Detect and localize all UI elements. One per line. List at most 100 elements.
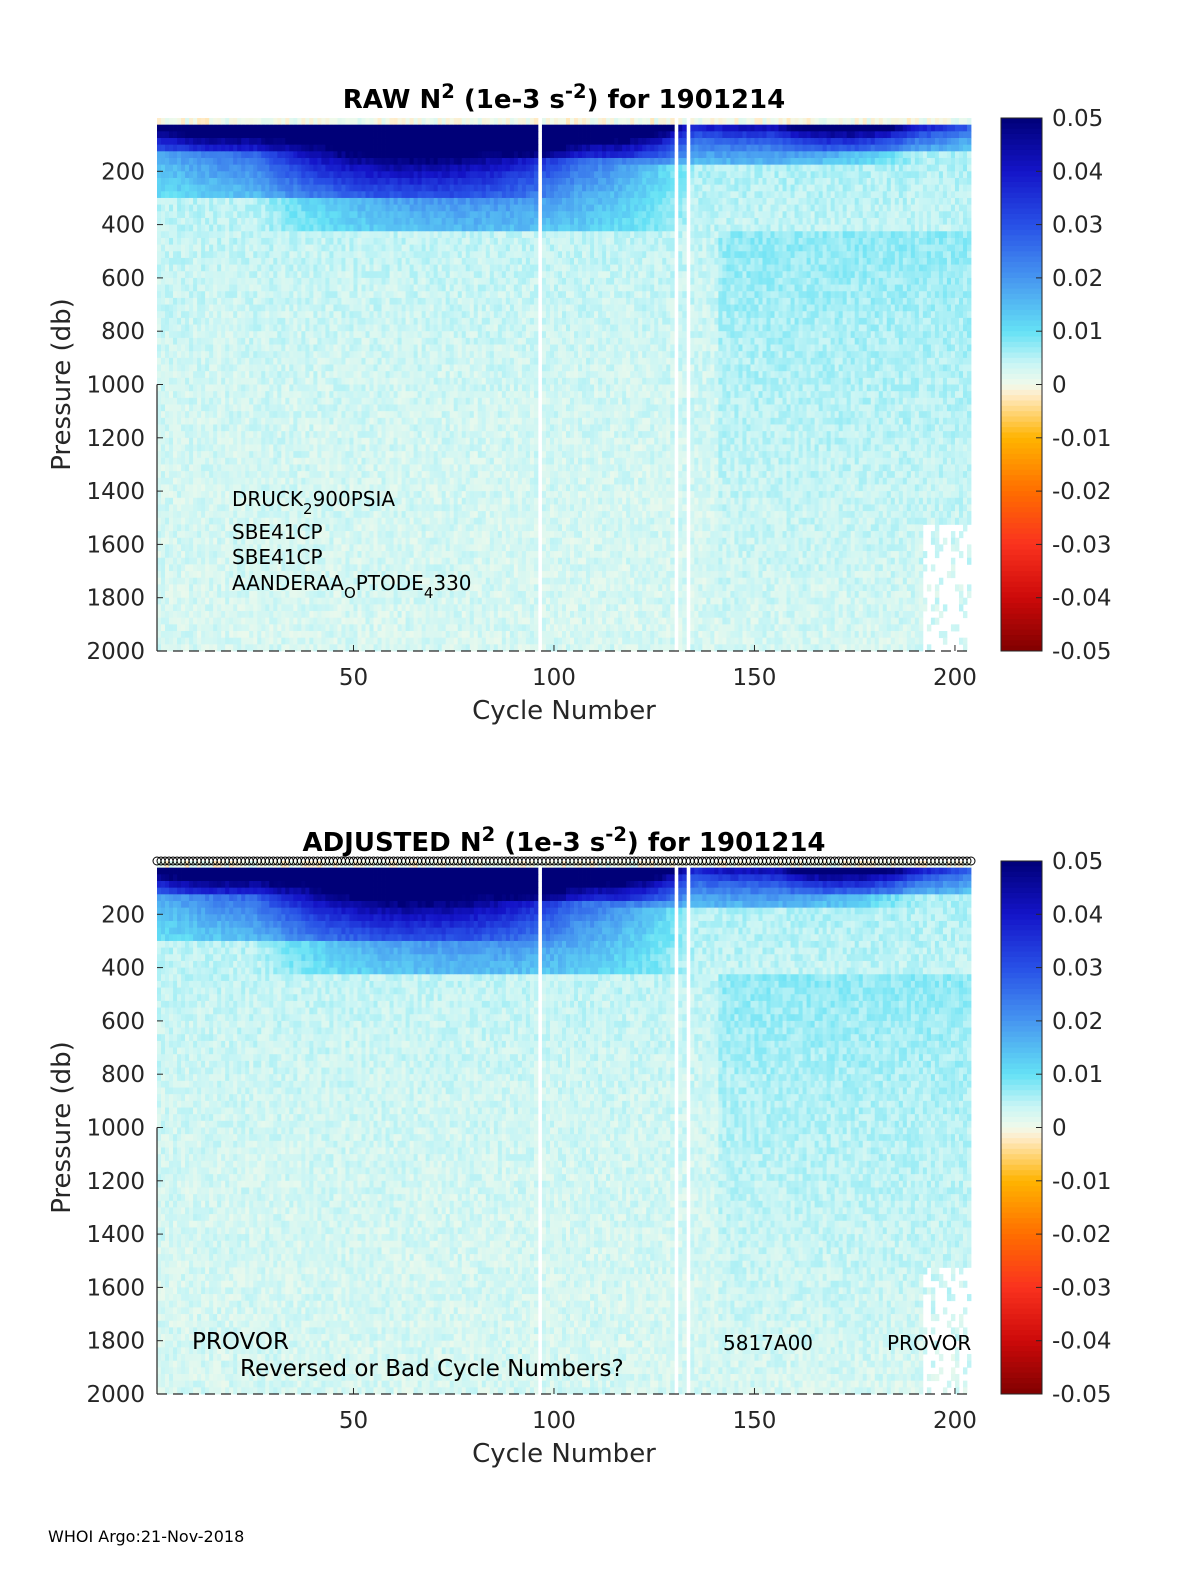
heatmap-cell (209, 371, 213, 378)
heatmap-cell (181, 285, 185, 292)
heatmap-cell (197, 424, 201, 431)
heatmap-cell (189, 411, 193, 418)
heatmap-cell (177, 378, 181, 385)
heatmap-cell (165, 538, 169, 545)
heatmap-cell (209, 171, 213, 178)
heatmap-cell (201, 231, 205, 238)
heatmap-cell (221, 378, 225, 385)
heatmap-cell (233, 358, 237, 365)
heatmap-cell (225, 391, 229, 398)
heatmap-cell (209, 158, 213, 165)
heatmap-cell (221, 218, 225, 225)
heatmap-cell (201, 544, 205, 551)
heatmap-cell (189, 138, 193, 145)
heatmap-cell (233, 371, 237, 378)
heatmap-cell (157, 418, 161, 425)
heatmap-cell (217, 518, 221, 525)
heatmap-cell (221, 245, 225, 252)
heatmap-cell (173, 564, 177, 571)
heatmap-cell (229, 225, 233, 232)
heatmap-cell (173, 518, 177, 525)
heatmap-cell (177, 398, 181, 405)
heatmap-cell (217, 471, 221, 478)
heatmap-cell (209, 531, 213, 538)
heatmap-cell (169, 191, 173, 198)
heatmap-cell (233, 218, 237, 225)
heatmap-cell (229, 404, 233, 411)
heatmap-cell (189, 258, 193, 265)
heatmap-cell (197, 351, 201, 358)
heatmap-cell (225, 424, 229, 431)
heatmap-cell (217, 591, 221, 598)
heatmap-cell (217, 311, 221, 318)
heatmap-cell (213, 138, 217, 145)
heatmap-cell (173, 358, 177, 365)
heatmap-cell (181, 498, 185, 505)
heatmap-cell (213, 131, 217, 138)
heatmap-cell (221, 158, 225, 165)
heatmap-cell (201, 298, 205, 305)
heatmap-cell (165, 518, 169, 525)
heatmap-cell (185, 205, 189, 212)
heatmap-cell (237, 238, 241, 245)
heatmap-cell (197, 151, 201, 158)
heatmap-cell (217, 351, 221, 358)
heatmap-cell (165, 331, 169, 338)
heatmap-cell (197, 578, 201, 585)
heatmap-cell (157, 218, 161, 225)
heatmap-cell (193, 451, 197, 458)
heatmap-cell (177, 424, 181, 431)
heatmap-cell (225, 258, 229, 265)
heatmap-cell (217, 271, 221, 278)
heatmap-cell (205, 478, 209, 485)
heatmap-cell (201, 358, 205, 365)
heatmap-cell (209, 578, 213, 585)
heatmap-cell (209, 418, 213, 425)
heatmap-cell (165, 245, 169, 252)
heatmap-cell (169, 644, 173, 651)
heatmap-cell (181, 444, 185, 451)
heatmap-cell (217, 444, 221, 451)
heatmap-cell (221, 598, 225, 605)
heatmap-cell (193, 185, 197, 192)
heatmap-cell (221, 291, 225, 298)
heatmap-cell (225, 451, 229, 458)
heatmap-cell (169, 571, 173, 578)
heatmap-cell (225, 158, 229, 165)
heatmap-cell (233, 178, 237, 185)
heatmap-cell (209, 444, 213, 451)
heatmap-cell (225, 191, 229, 198)
heatmap-cell (217, 358, 221, 365)
heatmap-cell (225, 305, 229, 312)
heatmap-cell (205, 591, 209, 598)
heatmap-cell (185, 225, 189, 232)
heatmap-cell (233, 225, 237, 232)
heatmap-cell (217, 398, 221, 405)
heatmap-cell (193, 391, 197, 398)
heatmap-cell (161, 478, 165, 485)
heatmap-cell (161, 178, 165, 185)
heatmap-cell (177, 518, 181, 525)
heatmap-cell (233, 211, 237, 218)
heatmap-cell (193, 325, 197, 332)
heatmap-cell (181, 131, 185, 138)
heatmap-cell (173, 524, 177, 531)
heatmap-cell (233, 451, 237, 458)
heatmap-cell (161, 578, 165, 585)
heatmap-cell (177, 125, 181, 132)
heatmap-cell (189, 165, 193, 172)
heatmap-cell (225, 238, 229, 245)
heatmap-cell (213, 411, 217, 418)
heatmap-cell (181, 231, 185, 238)
heatmap-cell (229, 265, 233, 272)
heatmap-cell (221, 424, 225, 431)
heatmap-cell (189, 618, 193, 625)
heatmap-cell (197, 431, 201, 438)
heatmap-cell (229, 231, 233, 238)
heatmap-cell (185, 178, 189, 185)
heatmap-cell (197, 591, 201, 598)
heatmap-cell (165, 291, 169, 298)
heatmap-cell (209, 564, 213, 571)
heatmap-cell (193, 258, 197, 265)
heatmap-cell (169, 285, 173, 292)
